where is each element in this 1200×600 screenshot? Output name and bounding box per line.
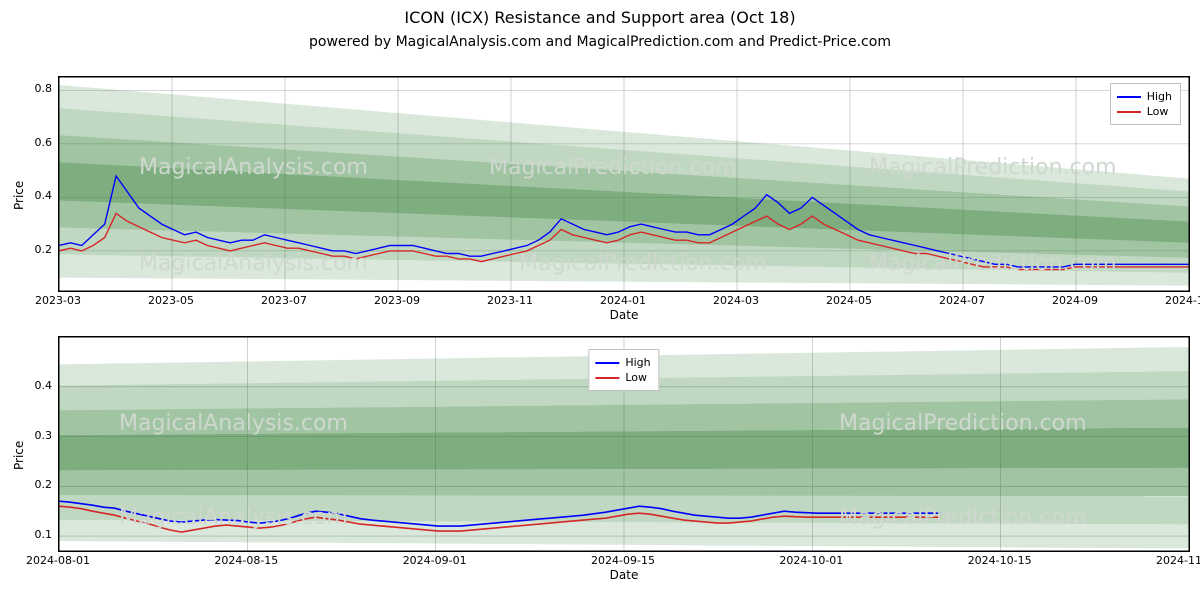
x-tick-label: 2024-09 [1035,294,1115,307]
x-axis-label-top: Date [58,308,1190,322]
x-tick-label: 2024-01 [583,294,663,307]
y-tick-label: 0.4 [18,379,52,392]
legend-swatch [1117,111,1141,113]
y-tick-label: 0.2 [18,478,52,491]
legend-swatch [595,377,619,379]
legend-item: Low [595,371,650,384]
chart-subtitle: powered by MagicalAnalysis.com and Magic… [0,34,1200,50]
x-tick-label: 2024-09-15 [583,554,663,567]
x-tick-label: 2023-09 [357,294,437,307]
y-tick-label: 0.4 [18,189,52,202]
y-tick-label: 0.3 [18,429,52,442]
x-tick-label: 2024-03 [696,294,776,307]
legend-label: High [1147,90,1172,103]
legend-item: Low [1117,105,1172,118]
x-tick-label: 2024-11-01 [1148,554,1200,567]
chart-svg-top [59,77,1189,291]
x-tick-label: 2024-10-15 [960,554,1040,567]
y-tick-label: 0.6 [18,136,52,149]
legend-label: High [625,356,650,369]
x-tick-label: 2023-05 [131,294,211,307]
chart-title: ICON (ICX) Resistance and Support area (… [0,8,1200,27]
legend-item: High [595,356,650,369]
legend-swatch [1117,96,1141,98]
x-tick-label: 2024-11 [1148,294,1200,307]
legend-label: Low [1147,105,1169,118]
y-axis-label-bottom: Price [12,454,26,470]
x-tick-label: 2024-07 [922,294,1002,307]
x-tick-label: 2024-10-01 [771,554,851,567]
x-tick-label: 2023-11 [470,294,550,307]
x-tick-label: 2024-08-15 [206,554,286,567]
y-tick-label: 0.8 [18,82,52,95]
legend-top: High Low [1110,83,1181,125]
x-tick-label: 2023-07 [244,294,324,307]
y-tick-label: 0.1 [18,528,52,541]
legend-item: High [1117,90,1172,103]
x-tick-label: 2024-05 [809,294,889,307]
x-axis-label-bottom: Date [58,568,1190,582]
legend-label: Low [625,371,647,384]
x-tick-label: 2024-09-01 [395,554,475,567]
chart-panel-bottom: HighLow MagicalAnalysis.com MagicalPredi… [58,336,1190,552]
figure: ICON (ICX) Resistance and Support area (… [0,0,1200,600]
legend-bottom: High Low [588,349,659,391]
y-tick-label: 0.2 [18,243,52,256]
x-tick-label: 2023-03 [18,294,98,307]
chart-panel-top: HighLow MagicalAnalysis.com MagicalPredi… [58,76,1190,292]
x-tick-label: 2024-08-01 [18,554,98,567]
legend-swatch [595,362,619,364]
